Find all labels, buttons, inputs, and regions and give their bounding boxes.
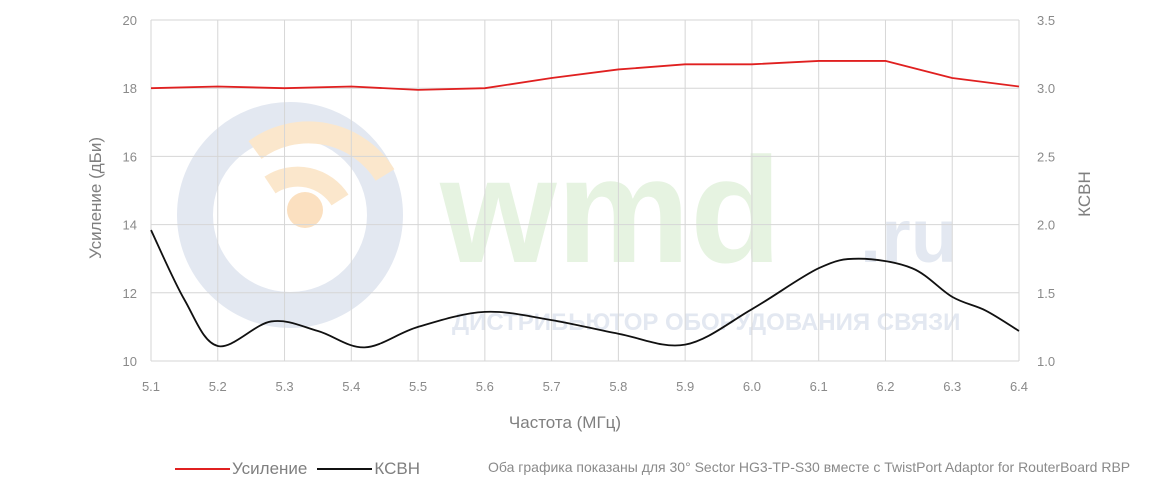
watermark-wave-inner [264,166,349,206]
legend-item-vswr: КСВН [317,459,420,479]
chart-note: Оба графика показаны для 30° Sector HG3-… [488,459,1131,475]
wmd-watermark: wmd .ru ДИСТРИБЬЮТОР ОБОРУДОВАНИЯ СВЯЗИ [177,102,960,336]
y2-tick-label: 2.0 [1037,218,1055,233]
x-tick-label: 5.6 [476,379,494,394]
watermark-tld: .ru [860,194,957,279]
legend-label-vswr: КСВН [374,459,420,478]
watermark-dot [287,192,323,228]
x-tick-label: 5.3 [275,379,293,394]
x-tick-label: 6.0 [743,379,761,394]
watermark-wave-outer [248,121,395,182]
y2-tick-label: 1.5 [1037,286,1055,301]
y2-tick-label: 2.5 [1037,149,1055,164]
y-tick-label: 12 [123,286,137,301]
legend-swatch-vswr [317,468,373,470]
x-tick-label: 5.2 [209,379,227,394]
y2-tick-label: 3.0 [1037,81,1055,96]
x-tick-label: 5.5 [409,379,427,394]
y-tick-label: 14 [123,218,137,233]
y-tick-label: 10 [123,354,137,369]
y2-tick-label: 3.5 [1037,13,1055,28]
watermark-ring [177,102,403,328]
chart-legend: Усиление КСВН [175,458,420,480]
x-tick-label: 6.3 [943,379,961,394]
x-axis-title: Частота (МГц) [509,413,621,432]
x-tick-label: 6.2 [876,379,894,394]
chart-series [150,60,1020,349]
watermark-brand: wmd [439,126,782,294]
x-tick-label: 5.8 [609,379,627,394]
x-tick-label: 6.4 [1010,379,1028,394]
x-tick-label: 5.1 [142,379,160,394]
series-line-gain [150,60,1020,91]
y2-tick-label: 1.0 [1037,354,1055,369]
y-tick-label: 18 [123,81,137,96]
legend-label-gain: Усиление [232,459,308,478]
y-tick-label: 20 [123,13,137,28]
x-tick-label: 5.9 [676,379,694,394]
y-axis-title: Усиление (дБи) [86,137,105,259]
y-tick-label: 16 [123,149,137,164]
x-tick-label: 5.7 [543,379,561,394]
y2-axis-title: КСВН [1075,171,1094,217]
x-tick-label: 6.1 [810,379,828,394]
legend-swatch-gain [175,468,230,470]
x-tick-label: 5.4 [342,379,360,394]
watermark-tagline: ДИСТРИБЬЮТОР ОБОРУДОВАНИЯ СВЯЗИ [452,309,960,336]
chart-ticks: 5.1 5.2 5.3 5.4 5.5 5.6 5.7 5.8 5.9 6.0 6.1 6.2 6.3 6… [123,13,1056,394]
legend-item-gain: Усиление [175,459,307,479]
series-line-vswr [150,229,1020,349]
